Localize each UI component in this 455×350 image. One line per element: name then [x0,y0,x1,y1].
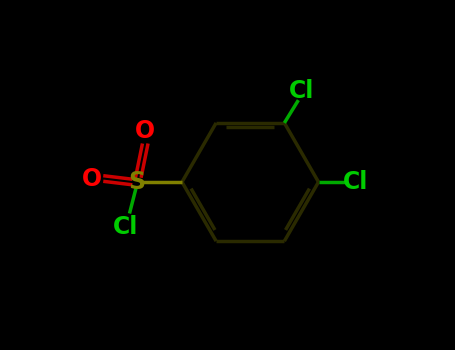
Text: O: O [135,119,155,143]
Text: O: O [82,167,102,190]
Text: Cl: Cl [289,79,314,103]
Text: S: S [128,170,145,194]
Text: Cl: Cl [343,170,368,194]
Text: Cl: Cl [113,216,139,239]
